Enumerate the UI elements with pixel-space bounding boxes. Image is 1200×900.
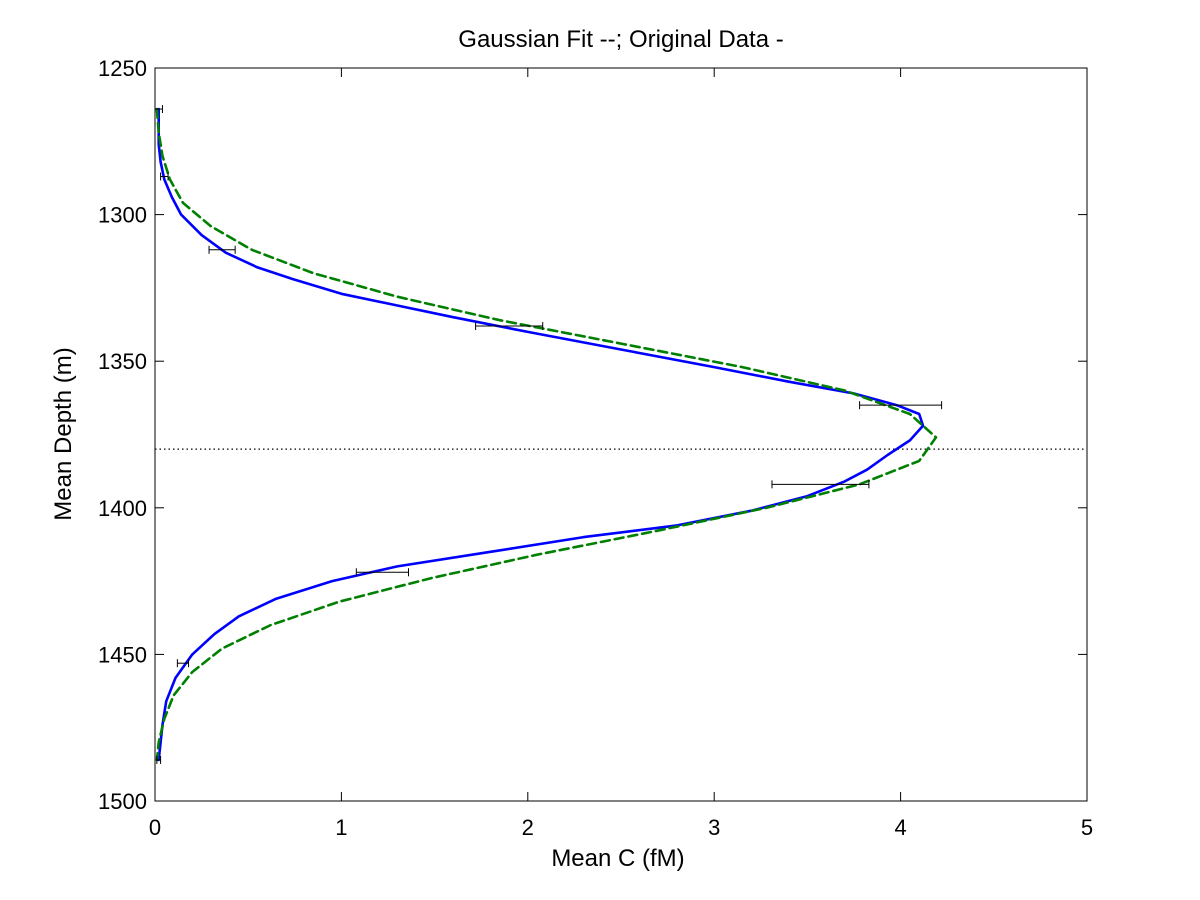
plot-area bbox=[155, 68, 1087, 801]
error-bar bbox=[208, 245, 236, 254]
tick-layer: 0 1 2 3 4 5 1250 1300 1350 1400 1450 1500 bbox=[98, 56, 1093, 840]
error-bar-layer bbox=[154, 105, 943, 764]
y-tick-label: 1250 bbox=[98, 56, 147, 81]
y-tick-label: 1500 bbox=[98, 789, 147, 814]
y-tick-label: 1400 bbox=[98, 496, 147, 521]
x-tick-label: 2 bbox=[522, 815, 534, 840]
error-bar bbox=[859, 401, 943, 410]
y-tick-label: 1350 bbox=[98, 349, 147, 374]
error-bar bbox=[475, 322, 544, 331]
plot-frame bbox=[154, 67, 1088, 802]
x-tick-label: 3 bbox=[708, 815, 720, 840]
error-bar bbox=[355, 568, 410, 577]
chart-title: Gaussian Fit --; Original Data - bbox=[458, 26, 783, 53]
x-tick-label: 5 bbox=[1081, 815, 1093, 840]
error-bar bbox=[771, 480, 870, 489]
y-axis-label: Mean Depth (m) bbox=[50, 347, 77, 520]
x-tick-label: 0 bbox=[149, 815, 161, 840]
x-axis-label: Mean C (fM) bbox=[551, 845, 684, 872]
error-bar bbox=[156, 755, 162, 764]
error-bar bbox=[160, 172, 169, 181]
x-tick-label: 4 bbox=[894, 815, 906, 840]
y-tick-label: 1300 bbox=[98, 203, 147, 228]
series-line-2 bbox=[155, 107, 938, 762]
error-bar bbox=[176, 659, 190, 668]
series-line-1 bbox=[157, 107, 925, 762]
y-tick-label: 1450 bbox=[98, 642, 147, 667]
x-tick-label: 1 bbox=[335, 815, 347, 840]
series-layer bbox=[155, 107, 938, 762]
